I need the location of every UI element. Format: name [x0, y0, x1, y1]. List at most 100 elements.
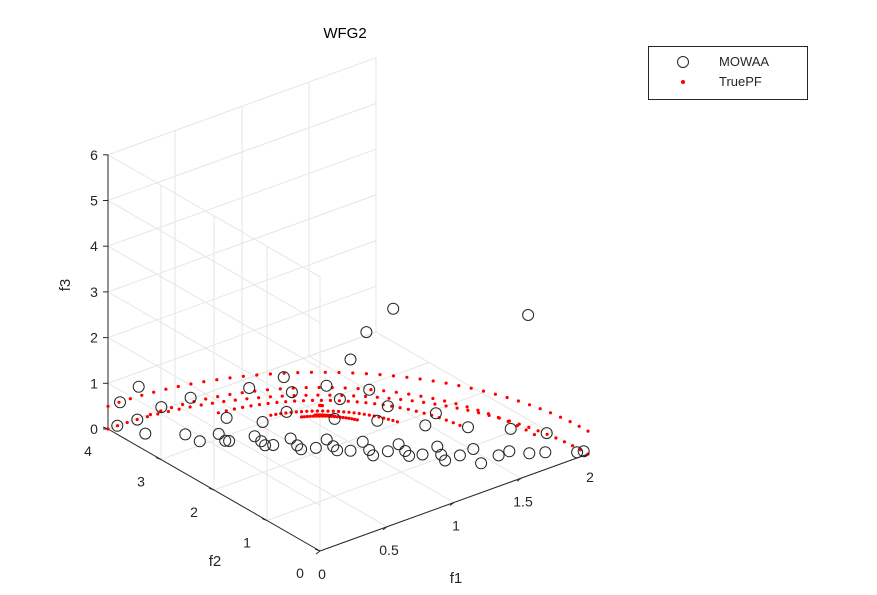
mowaa-point	[212, 427, 225, 440]
truepf-point	[284, 400, 288, 404]
y-tick-label: 0	[296, 565, 304, 581]
truepf-point	[586, 429, 590, 433]
mowaa-point	[219, 434, 232, 447]
truepf-point	[343, 386, 347, 390]
mowaa-point	[179, 428, 192, 441]
truepf-point	[571, 444, 575, 448]
truepf-point	[406, 407, 410, 411]
truepf-point	[577, 424, 581, 428]
mowaa-point	[344, 444, 357, 457]
mowaa-point	[503, 445, 516, 458]
truepf-point	[309, 370, 314, 374]
truepf-point	[117, 400, 121, 404]
mowaa-point	[220, 411, 233, 424]
truepf-point	[204, 397, 208, 401]
truepf-point	[344, 416, 348, 420]
truepf-point	[419, 394, 423, 398]
truepf-point	[347, 410, 351, 414]
truepf-point	[240, 391, 244, 395]
legend-entry-mowaa: MOWAA	[649, 52, 807, 72]
y-axis-label: f2	[209, 553, 222, 570]
truepf-point	[444, 381, 448, 385]
x-tick-label: 0.5	[379, 542, 399, 558]
mowaa-point	[255, 435, 268, 448]
truepf-point	[106, 427, 110, 431]
mowaa-point	[381, 400, 394, 413]
wall-gridline	[107, 382, 321, 506]
mowaa-point	[577, 445, 590, 458]
truepf-point	[310, 409, 314, 413]
mowaa-point	[309, 441, 322, 454]
wall-gridline	[107, 57, 377, 156]
x-tick-mark	[315, 550, 321, 555]
mowaa-point	[331, 444, 344, 457]
truepf-point	[536, 429, 540, 433]
truepf-point	[515, 424, 519, 428]
mowaa-point	[539, 446, 552, 459]
truepf-point	[443, 399, 447, 403]
mowaa-point	[285, 386, 298, 399]
truepf-point	[375, 395, 379, 399]
truepf-point	[399, 397, 403, 402]
truepf-point	[454, 402, 458, 406]
truepf-point	[352, 394, 356, 398]
legend: MOWAA TruePF	[648, 46, 808, 100]
wall-gridline	[107, 200, 321, 323]
mowaa-point	[344, 353, 357, 366]
wall-gridline	[107, 148, 377, 247]
wall-gridline	[107, 103, 377, 201]
truepf-point	[241, 374, 245, 378]
truepf-point	[431, 396, 435, 401]
mowaa-point	[155, 401, 168, 414]
truepf-point	[169, 406, 174, 410]
truepf-point	[363, 394, 368, 399]
legend-label-mowaa: MOWAA	[719, 54, 770, 69]
truepf-point	[305, 414, 309, 419]
mowaa-point	[522, 309, 535, 321]
truepf-point	[545, 432, 549, 436]
mowaa-point	[320, 379, 333, 392]
truepf-point	[364, 372, 368, 376]
x-tick-mark	[516, 477, 522, 482]
truepf-point	[455, 406, 459, 410]
truepf-point	[199, 403, 203, 407]
truepf-point	[301, 399, 306, 403]
truepf-point	[548, 411, 553, 415]
truepf-point	[323, 370, 327, 374]
mowaa-point	[132, 380, 145, 393]
truepf-point	[341, 415, 345, 420]
truepf-point	[331, 409, 335, 413]
x-axis-label: f1	[450, 570, 463, 587]
truepf-point	[405, 375, 409, 379]
truepf-point	[318, 403, 322, 407]
y-tick-mark	[208, 487, 215, 491]
mowaa-point	[284, 432, 297, 445]
truepf-point	[367, 413, 371, 417]
truepf-point	[369, 388, 373, 392]
truepf-point	[249, 404, 253, 408]
truepf-point	[355, 400, 359, 404]
truepf-point	[275, 400, 279, 405]
truepf-point	[398, 406, 402, 410]
truepf-point	[228, 376, 232, 380]
y-tick-mark	[155, 457, 162, 460]
mowaa-series	[111, 302, 590, 470]
truepf-point	[364, 401, 368, 405]
truepf-point	[266, 401, 270, 406]
mowaa-point	[399, 445, 412, 457]
truepf-point	[140, 393, 144, 397]
mowaa-point	[435, 448, 448, 461]
truepf-point	[506, 419, 510, 424]
truepf-point	[350, 417, 354, 421]
truepf-point	[210, 401, 214, 405]
truepf-point	[336, 409, 341, 414]
truepf-point	[477, 411, 481, 415]
mowaa-point	[431, 440, 444, 453]
truepf-point	[538, 407, 542, 411]
truepf-point	[304, 386, 308, 390]
truepf-point	[505, 395, 509, 400]
truepf-point	[337, 399, 341, 403]
mowaa-point	[363, 383, 376, 396]
z-tick-label: 4	[90, 238, 98, 254]
truepf-point	[274, 412, 278, 416]
